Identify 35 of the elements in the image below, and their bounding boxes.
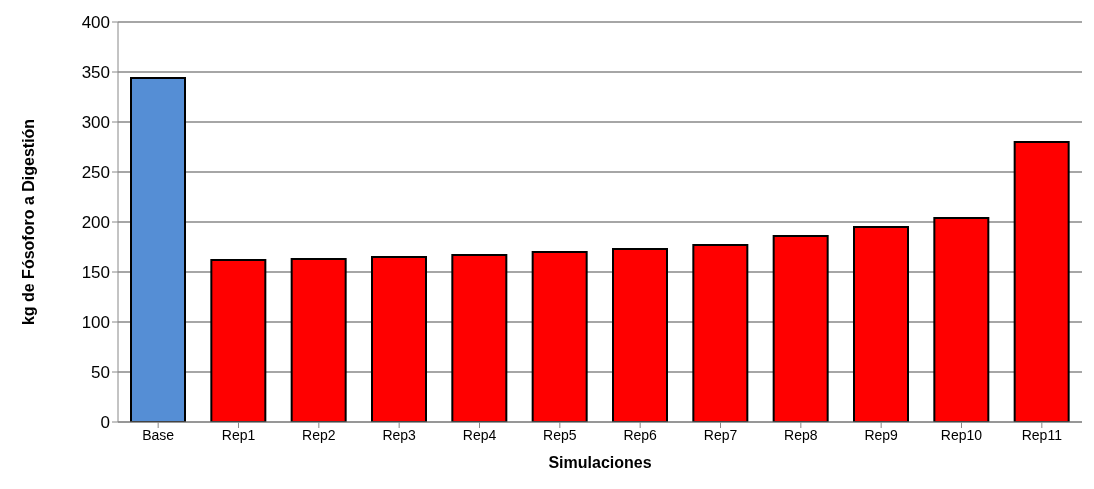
bar	[130, 77, 186, 422]
x-tick-label: Rep7	[703, 426, 738, 443]
x-tick-label: Rep5	[543, 426, 577, 443]
x-tick-label: Rep11	[1021, 426, 1063, 443]
y-tick-label: 50	[91, 363, 110, 383]
y-tick-label: 0	[100, 413, 110, 433]
x-tick-label: Rep9	[864, 426, 899, 443]
x-tick-label: Rep4	[462, 426, 497, 443]
bar	[290, 258, 347, 422]
bar	[210, 259, 267, 422]
y-tick-label: 100	[81, 313, 110, 333]
bar	[371, 256, 427, 422]
y-tick-label: 350	[81, 63, 110, 83]
bar	[692, 244, 749, 422]
y-tick-label: 250	[81, 163, 110, 183]
x-tick-label: Rep1	[221, 426, 256, 443]
y-tick-label: 200	[81, 213, 110, 233]
x-tick-label: Rep10	[940, 426, 983, 443]
y-tick-label: 300	[81, 113, 110, 133]
x-tick-label: Rep8	[784, 426, 818, 443]
x-axis-title: Simulaciones	[548, 454, 652, 471]
y-axis-title: kg de Fósoforo a Digestión	[19, 118, 37, 326]
bar	[451, 254, 508, 422]
bar	[1013, 141, 1070, 422]
bar	[853, 226, 909, 422]
bar	[531, 251, 588, 422]
x-tick-label: Base	[142, 426, 175, 443]
x-tick-label: Rep3	[382, 426, 417, 443]
bar	[772, 235, 829, 422]
bar	[612, 248, 668, 422]
x-tick-label: Rep2	[302, 426, 336, 443]
y-tick-label: 400	[81, 13, 110, 33]
bar	[933, 217, 990, 422]
x-tick-label: Rep6	[623, 426, 658, 443]
y-tick-label: 150	[81, 263, 110, 283]
